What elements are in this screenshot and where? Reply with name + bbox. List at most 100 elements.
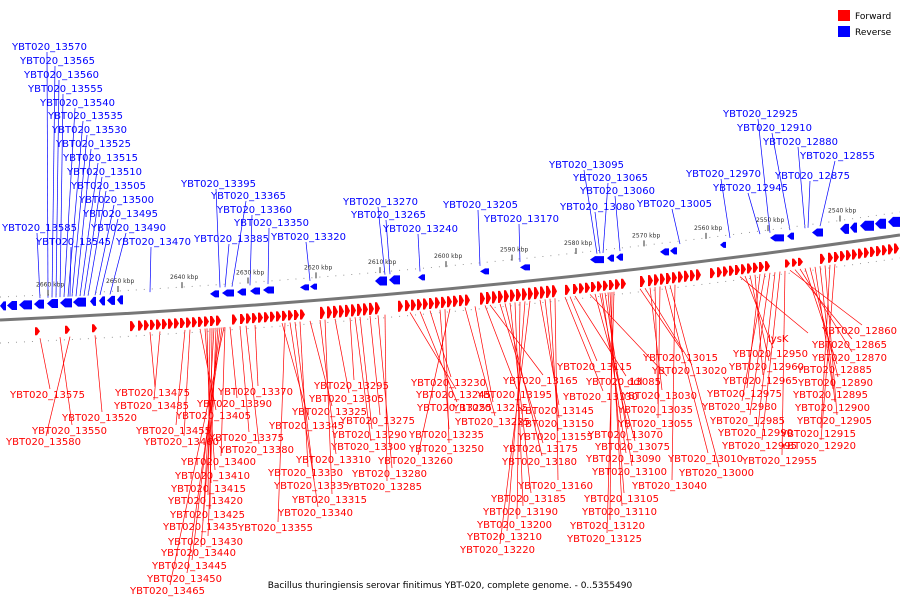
forward-gene-arrow [609,280,614,291]
reverse-gene-arrow [117,295,123,305]
forward-leader-line [94,335,103,413]
reverse-gene-arrow [418,274,425,281]
forward-leader-line [409,312,457,390]
reverse-gene-label: YBT020_13360 [216,205,292,216]
forward-gene-arrow [747,263,752,274]
reverse-gene-label: YBT020_13270 [342,197,418,208]
reverse-gene-arrow [812,228,823,237]
forward-leader-line [59,337,73,426]
forward-gene-arrow [678,271,683,283]
reverse-gene-label: YBT020_13510 [66,167,142,178]
forward-gene-label: YBT020_12890 [797,378,873,389]
reverse-gene-label: YBT020_13495 [82,209,158,220]
forward-gene-label: YBT020_12895 [792,390,868,401]
reverse-gene-label: YBT020_12925 [722,109,798,120]
forward-gene-label: YBT020_13440 [160,548,236,559]
forward-leader-line [789,269,863,326]
forward-gene-label: YBT020_13285 [346,482,422,493]
forward-gene-label: YBT020_12975 [706,389,782,400]
forward-leader-line [781,270,786,456]
reverse-gene-label: YBT020_12855 [799,151,875,162]
forward-leader-line [814,266,834,390]
forward-gene-arrow [522,288,527,301]
forward-gene-arrow [246,313,251,324]
forward-gene-arrow [486,292,491,305]
reverse-gene-label: YBT020_13540 [39,98,115,109]
forward-gene-label: YBT020_13315 [291,495,367,506]
reverse-gene-arrow [34,299,44,309]
forward-gene-label: YBT020_13310 [295,455,371,466]
forward-gene-arrow [35,327,40,336]
forward-gene-arrow [690,270,695,282]
forward-leader-line [607,292,625,494]
forward-gene-arrow [270,311,275,322]
forward-gene-label: YBT020_13550 [31,426,107,437]
forward-leader-line [299,321,309,468]
forward-gene-label: YBT020_13430 [167,537,243,548]
forward-leader-line [153,331,161,401]
forward-leader-line [794,269,853,340]
forward-leader-line [149,332,156,388]
forward-leader-line [417,308,451,456]
forward-gene-label: YBT020_13425 [169,510,245,521]
forward-gene-label: YBT020_13485 [113,401,189,412]
reverse-leader-line [602,182,609,254]
reverse-gene-label: YBT020_12945 [712,183,788,194]
forward-leader-line [654,287,659,405]
forward-leader-line [39,338,51,390]
forward-gene-label: YBT020_13355 [237,523,313,534]
forward-leader-line [349,317,355,381]
forward-gene-arrow [252,313,257,324]
forward-gene-label: YBT020_13175 [502,444,578,455]
reverse-gene-arrow [840,223,849,234]
forward-gene-arrow [240,313,245,324]
forward-leader-line [464,307,496,417]
reverse-gene-label: YBT020_13470 [115,237,191,248]
forward-leader-line [474,306,494,403]
reverse-gene-arrow [660,248,669,256]
forward-gene-arrow [882,245,887,256]
backbone-curve [0,233,900,322]
forward-leader-line [334,318,350,394]
forward-gene-label: YBT020_12980 [701,402,777,413]
forward-gene-arrow [864,247,869,258]
forward-leader-line [229,326,238,399]
forward-gene-arrow [735,265,740,276]
forward-gene-label: YBT020_13340 [277,508,353,519]
forward-gene-label: YBT020_13390 [196,399,272,410]
forward-gene-arrow [540,286,545,299]
forward-gene-label: YBT020_13410 [174,471,250,482]
reverse-gene-label: YBT020_13585 [1,223,77,234]
forward-leader-line [664,285,709,454]
forward-gene-label: YBT020_13275 [339,416,415,427]
forward-leader-line [207,327,217,537]
forward-gene-label: YBT020_13125 [566,534,642,545]
legend-forward-label: Forward [855,12,891,22]
forward-leader-line [741,273,766,402]
scale-tick-label: 2590 kbp [500,247,528,254]
forward-gene-label: YBT020_12955 [741,456,817,467]
forward-gene-arrow [258,312,263,323]
legend-forward-swatch [838,10,850,21]
reverse-leader-line [720,178,731,239]
forward-gene-arrow [828,252,833,263]
legend: Forward Reverse [838,10,892,38]
forward-leader-line [606,291,615,534]
forward-leader-line [820,264,831,429]
forward-gene-arrow [65,325,70,334]
reverse-gene-label: YBT020_13560 [23,70,99,81]
reverse-gene-arrow [210,290,219,298]
forward-gene-arrow [375,302,380,315]
reverse-gene-arrow [19,300,32,310]
forward-leader-line [191,327,221,561]
forward-gene-arrow [429,297,434,309]
legend-reverse-swatch [838,26,850,37]
forward-leader-line [819,266,836,403]
forward-gene-label: YBT020_13085 [585,377,661,388]
forward-gene-label: YBT020_13180 [501,457,577,468]
forward-gene-arrow [459,295,464,307]
forward-leader-line [574,295,627,377]
forward-gene-arrow [565,284,570,295]
reverse-gene-label: YBT020_13240 [382,224,458,235]
